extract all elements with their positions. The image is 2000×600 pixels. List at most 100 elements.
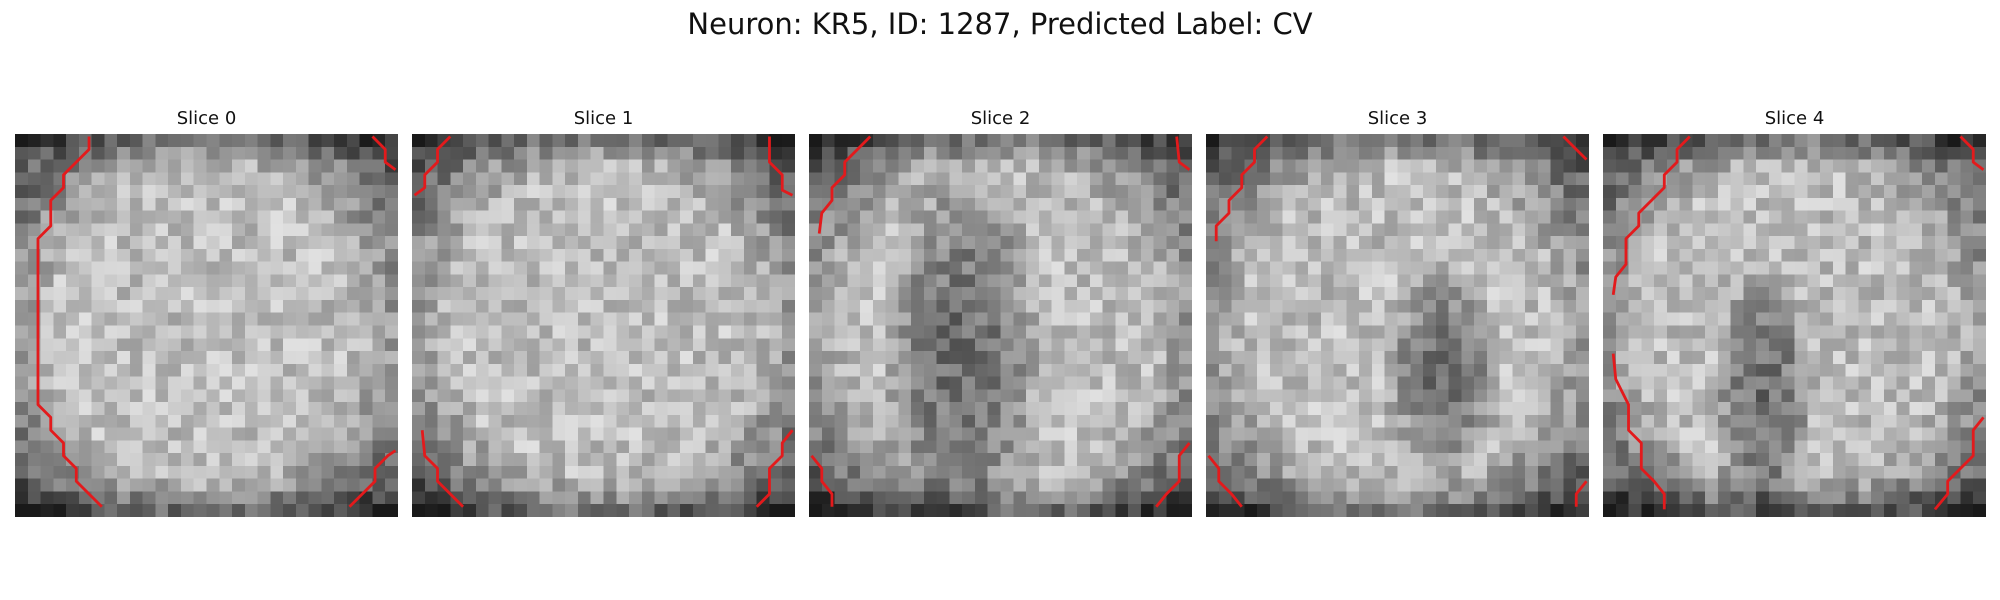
pixel — [809, 363, 823, 377]
pixel — [782, 236, 795, 250]
pixel — [782, 210, 795, 224]
pixel — [295, 376, 310, 390]
pixel — [987, 223, 1001, 237]
pixel — [641, 389, 655, 403]
pixel — [1115, 287, 1129, 301]
pixel — [1295, 504, 1309, 517]
pixel — [257, 338, 271, 352]
pixel — [1474, 325, 1488, 339]
pixel — [1845, 389, 1859, 403]
pixel — [718, 159, 732, 173]
pixel — [629, 504, 643, 517]
pixel — [1730, 376, 1744, 390]
pixel — [1371, 376, 1386, 390]
pixel — [1102, 274, 1116, 288]
pixel — [40, 236, 54, 250]
pixel — [1423, 402, 1437, 416]
pixel — [1909, 414, 1923, 429]
pixel — [424, 453, 438, 467]
pixel — [129, 223, 144, 237]
pixel — [1064, 453, 1078, 467]
pixel — [1308, 427, 1322, 441]
pixel — [962, 172, 976, 186]
pixel — [718, 261, 732, 275]
pixel — [321, 261, 335, 275]
pixel — [1179, 185, 1192, 199]
pixel — [168, 223, 182, 237]
pixel — [1282, 223, 1296, 237]
pixel — [1371, 427, 1386, 441]
pixel — [1499, 223, 1513, 237]
pixel — [1705, 261, 1719, 275]
pixel — [629, 338, 643, 352]
pixel — [1231, 478, 1245, 492]
pixel — [1244, 134, 1258, 148]
pixel — [1512, 325, 1526, 339]
pixel — [769, 223, 783, 237]
pixel — [1641, 465, 1655, 480]
pixel — [577, 134, 592, 148]
pixel — [1269, 363, 1283, 377]
pixel — [321, 236, 335, 250]
pixel — [1346, 338, 1360, 352]
pixel — [257, 134, 271, 148]
pixel — [66, 414, 80, 429]
pixel — [475, 185, 489, 199]
pixel — [244, 185, 258, 199]
pixel — [385, 351, 398, 365]
pixel — [1257, 338, 1271, 352]
pixel — [232, 236, 246, 250]
pixel — [898, 440, 912, 454]
pixel — [385, 134, 398, 148]
pixel — [1858, 478, 1872, 492]
pixel — [1641, 134, 1655, 148]
pixel — [911, 299, 925, 314]
pixel — [1615, 274, 1629, 288]
pixel — [1102, 376, 1116, 390]
pixel — [206, 197, 220, 211]
pixel — [463, 159, 477, 173]
pixel — [1115, 389, 1129, 403]
pixel — [295, 402, 310, 416]
pixel — [667, 299, 681, 314]
pixel — [270, 325, 284, 339]
pixel — [1603, 325, 1617, 339]
pixel — [1666, 236, 1680, 250]
pixel — [898, 453, 912, 467]
pixel — [1371, 504, 1386, 517]
pixel — [1384, 146, 1398, 160]
pixel — [987, 261, 1001, 275]
pixel — [1000, 172, 1014, 186]
pixel — [1206, 465, 1220, 480]
pixel — [731, 402, 745, 416]
pixel — [1654, 197, 1668, 211]
pixel — [1282, 287, 1296, 301]
pixel — [539, 236, 553, 250]
pixel — [501, 325, 515, 339]
pixel — [1371, 146, 1386, 160]
pixel — [1947, 261, 1961, 275]
pixel — [1461, 465, 1475, 480]
pixel — [244, 210, 258, 224]
pixel — [1896, 325, 1910, 339]
pixel — [1179, 402, 1192, 416]
pixel — [1883, 363, 1898, 377]
pixel — [1615, 504, 1629, 517]
pixel — [1051, 478, 1065, 492]
pixel — [1794, 402, 1808, 416]
pixel — [334, 248, 348, 263]
pixel — [53, 248, 67, 263]
pixel — [514, 172, 528, 186]
pixel — [1666, 197, 1680, 211]
pixel — [1166, 427, 1180, 441]
pixel — [437, 427, 451, 441]
pixel — [385, 427, 398, 441]
pixel — [1486, 172, 1501, 186]
pixel — [1666, 261, 1680, 275]
pixel — [847, 274, 861, 288]
pixel — [244, 363, 258, 377]
pixel — [424, 172, 438, 186]
pixel — [1244, 172, 1258, 186]
pixel — [1934, 223, 1949, 237]
pixel — [193, 312, 207, 326]
